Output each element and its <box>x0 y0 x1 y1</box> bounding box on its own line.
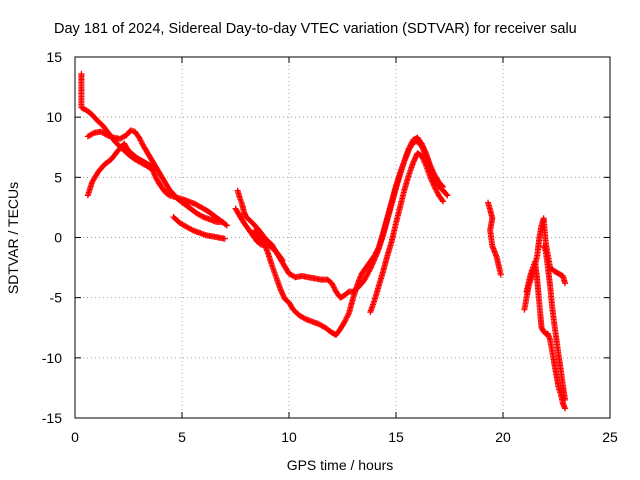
axis-ticks: 0 5 10 15 20 25 -15 -10 -5 0 5 10 15 <box>42 49 618 445</box>
x-tick-label: 0 <box>71 429 79 445</box>
data-point <box>430 181 437 188</box>
data-point <box>278 256 285 263</box>
data-point <box>420 156 427 163</box>
data-point <box>421 159 428 166</box>
data-point <box>366 267 373 274</box>
data-point <box>223 222 230 229</box>
chart-title: Day 181 of 2024, Sidereal Day-to-day VTE… <box>54 21 577 37</box>
data-point <box>562 405 569 412</box>
data-point <box>497 271 504 278</box>
data-point <box>443 191 450 198</box>
data-point <box>429 178 436 185</box>
y-tick-label: -5 <box>50 290 63 306</box>
data-point <box>278 288 285 295</box>
data-point <box>430 182 437 189</box>
series-track-i <box>485 199 504 278</box>
data-point <box>279 291 286 298</box>
data-point <box>419 154 426 161</box>
data-point <box>410 159 417 166</box>
data-point <box>411 157 418 164</box>
data-point <box>412 154 419 161</box>
series-track-d <box>170 214 228 242</box>
y-tick-label: 10 <box>46 109 62 125</box>
data-point <box>278 287 285 294</box>
data-point <box>418 143 425 150</box>
data-point <box>421 158 428 165</box>
plot-frame <box>74 56 611 419</box>
data-point <box>428 177 435 184</box>
series-track-c <box>84 140 158 199</box>
y-tick-label: -15 <box>42 410 62 426</box>
x-axis-label: GPS time / hours <box>287 457 394 473</box>
data-point <box>367 265 374 272</box>
data-point <box>419 145 426 152</box>
data-point <box>440 198 447 205</box>
data-point <box>419 155 426 162</box>
data-point <box>221 235 228 242</box>
data-point <box>150 166 157 173</box>
data-point <box>279 290 286 297</box>
data-point <box>427 175 434 182</box>
series-track-b <box>84 127 226 225</box>
series-track-h <box>367 150 447 316</box>
data-point <box>411 155 418 162</box>
data-point <box>421 148 428 155</box>
y-tick-label: -10 <box>42 350 62 366</box>
y-tick-label: 0 <box>54 230 62 246</box>
data-point <box>418 152 425 159</box>
data-point <box>280 293 287 300</box>
data-point <box>444 192 451 199</box>
series-track-k <box>523 258 569 412</box>
data-point <box>422 151 429 158</box>
series-track-a <box>78 70 230 229</box>
data-point <box>277 286 284 293</box>
data-point <box>439 197 446 204</box>
data-point <box>427 174 434 181</box>
data-point <box>410 158 417 165</box>
data-point <box>421 149 428 156</box>
data-point <box>562 396 569 403</box>
series-track-g <box>251 138 451 338</box>
y-axis-label: SDTVAR / TECUs <box>5 182 21 294</box>
x-tick-label: 15 <box>388 429 404 445</box>
data-point <box>151 167 158 174</box>
x-tick-label: 20 <box>495 429 511 445</box>
x-tick-label: 5 <box>178 429 186 445</box>
data-point <box>420 147 427 154</box>
data-point <box>279 257 286 264</box>
data-point <box>219 218 226 225</box>
data-point <box>562 280 569 287</box>
data-point <box>429 179 436 186</box>
data-point <box>152 172 159 179</box>
x-tick-label: 25 <box>602 429 618 445</box>
y-tick-label: 15 <box>46 49 62 65</box>
series-track-f <box>232 205 286 264</box>
data-points <box>78 70 569 412</box>
y-tick-label: 5 <box>54 169 62 185</box>
data-point <box>422 160 429 167</box>
series-track-l <box>540 242 569 403</box>
data-point <box>419 144 426 151</box>
grid-lines <box>75 57 610 418</box>
data-point <box>222 221 229 228</box>
x-tick-label: 10 <box>281 429 297 445</box>
